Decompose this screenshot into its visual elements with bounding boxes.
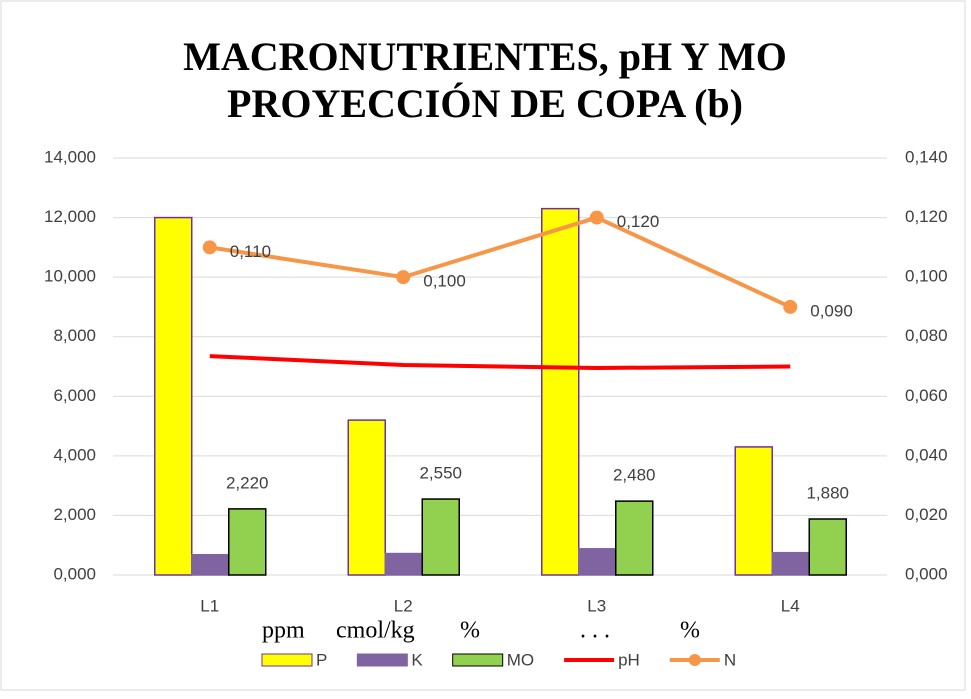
y-tick-label: 12,000	[44, 207, 96, 226]
chart-title: PROYECCIÓN DE COPA (b)	[227, 81, 743, 126]
y2-tick-label: 0,040	[905, 445, 948, 464]
data-label: 1,880	[806, 483, 849, 502]
x-tick-label: L2	[394, 596, 413, 615]
y-tick-label: 0,000	[53, 564, 96, 583]
y-tick-label: 2,000	[53, 505, 96, 524]
x-tick-label: L4	[781, 596, 800, 615]
bar	[615, 500, 654, 576]
legend-unit: cmol/kg	[336, 618, 415, 644]
legend-unit: ppm	[262, 618, 305, 644]
y2-tick-label: 0,000	[905, 564, 948, 583]
bar	[808, 518, 847, 576]
chart-title: MACRONUTRIENTES, pH Y MO	[183, 34, 787, 79]
y2-tick-label: 0,140	[905, 147, 948, 166]
data-label: 0,120	[617, 212, 660, 231]
legend-label: K	[411, 650, 423, 669]
y2-tick-label: 0,120	[905, 207, 948, 226]
legend-label: MO	[507, 650, 534, 669]
legend-swatch	[688, 654, 701, 666]
y2-tick-label: 0,100	[905, 267, 948, 286]
data-label: 0,100	[423, 272, 466, 291]
marker	[396, 270, 411, 285]
y2-tick-label: 0,020	[905, 505, 948, 524]
bar	[191, 553, 230, 576]
legend-unit: . . .	[580, 618, 610, 644]
line	[209, 354, 791, 370]
bar	[347, 419, 386, 576]
x-tick-label: L3	[587, 596, 606, 615]
y-tick-label: 4,000	[53, 445, 96, 464]
legend-swatch	[261, 653, 313, 667]
y2-tick-label: 0,080	[905, 326, 948, 345]
y-tick-label: 6,000	[53, 386, 96, 405]
data-label: 2,480	[613, 466, 656, 485]
y2-tick-label: 0,060	[905, 386, 948, 405]
y-tick-label: 8,000	[53, 326, 96, 345]
bar	[228, 508, 267, 576]
legend-unit: %	[460, 618, 480, 644]
bar	[734, 446, 773, 576]
bar	[771, 551, 810, 576]
legend-label: N	[724, 650, 736, 669]
legend-label: P	[316, 650, 327, 669]
legend-swatch	[452, 653, 504, 667]
line	[209, 215, 792, 309]
legend-label: pH	[618, 650, 640, 669]
bar	[384, 552, 423, 576]
marker	[202, 240, 217, 255]
bar	[421, 498, 460, 576]
bar	[541, 207, 580, 576]
data-label: 2,550	[419, 464, 462, 483]
legend-swatch	[356, 653, 408, 667]
data-label: 2,220	[226, 473, 269, 492]
marker	[783, 299, 798, 314]
y-tick-label: 10,000	[44, 267, 96, 286]
x-tick-label: L1	[200, 596, 219, 615]
legend-unit: %	[680, 618, 700, 644]
data-label: 0,090	[810, 301, 853, 320]
marker	[589, 210, 604, 225]
bar	[154, 216, 193, 576]
y-tick-label: 14,000	[44, 147, 96, 166]
data-label: 0,110	[230, 242, 271, 261]
bar	[578, 548, 617, 576]
